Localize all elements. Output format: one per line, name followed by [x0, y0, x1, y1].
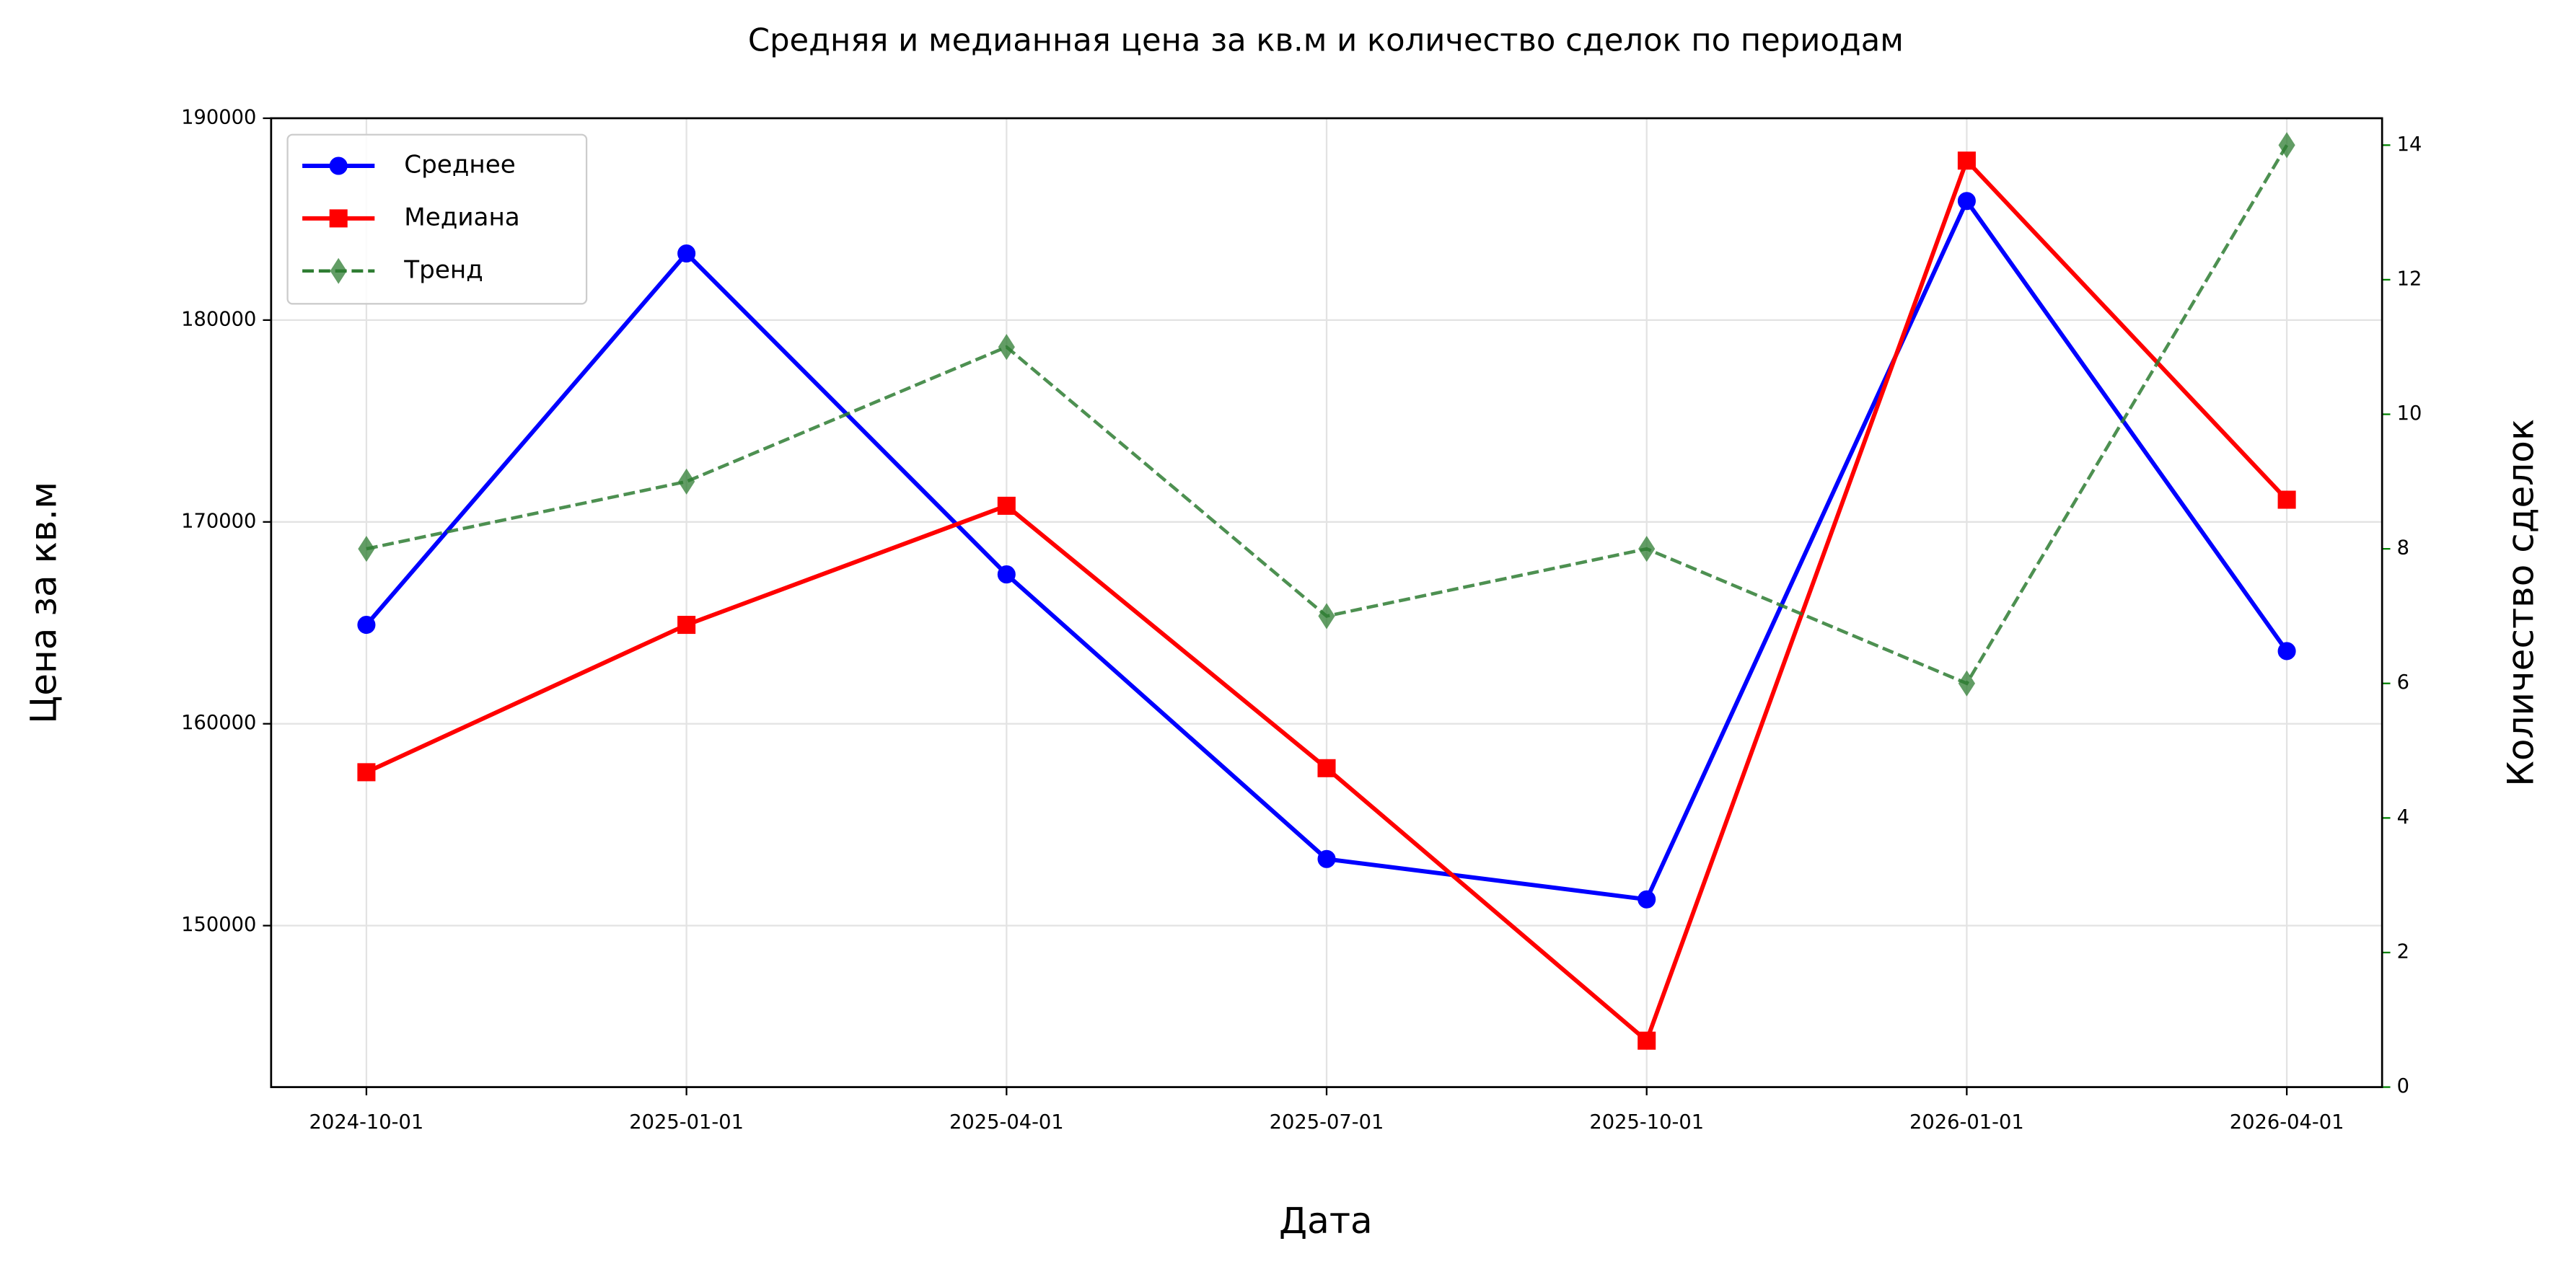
legend-label: Тренд: [403, 255, 483, 284]
x-tick-label: 2025-10-01: [1589, 1111, 1704, 1134]
legend-marker: [330, 257, 347, 284]
y-tick-label: 180000: [181, 308, 256, 330]
y2-tick-label: 12: [2397, 268, 2422, 290]
y2-tick-label: 14: [2397, 133, 2422, 156]
y-tick-label: 190000: [181, 106, 256, 128]
x-tick-label: 2026-01-01: [1909, 1111, 2024, 1134]
y2-tick-label: 6: [2397, 671, 2409, 694]
data-point: [1638, 1031, 1656, 1050]
data-point: [1317, 759, 1336, 777]
x-axis-label: Дата: [1279, 1199, 1373, 1242]
data-point: [357, 616, 376, 635]
y-tick-label: 170000: [181, 510, 256, 532]
data-point: [2278, 132, 2295, 159]
data-point: [1318, 603, 1335, 630]
legend-frame: [286, 133, 588, 305]
data-point: [358, 536, 375, 562]
data-point: [1317, 849, 1336, 868]
data-point: [998, 334, 1015, 361]
y2-tick-label: 0: [2397, 1075, 2409, 1097]
x-tick-label: 2026-04-01: [2230, 1111, 2344, 1134]
data-point: [678, 468, 695, 495]
x-tick-label: 2025-01-01: [629, 1111, 744, 1134]
data-point: [1638, 890, 1656, 909]
legend-marker: [329, 209, 348, 228]
x-tick-label: 2025-04-01: [949, 1111, 1064, 1134]
chart-title: Средняя и медианная цена за кв.м и колич…: [748, 23, 1904, 59]
data-point: [677, 616, 696, 635]
data-point: [2277, 490, 2296, 509]
legend-label: Медиана: [404, 203, 519, 231]
data-point: [1957, 151, 1976, 170]
legend: Среднее Медиана Тренд: [286, 133, 588, 305]
y2-tick-label: 4: [2397, 806, 2409, 829]
y2-tick-label: 2: [2397, 940, 2409, 963]
x-tick-label: 2025-07-01: [1270, 1111, 1384, 1134]
y2-axis-label: Количество сделок: [2500, 419, 2542, 787]
y-tick-label: 160000: [181, 712, 256, 734]
y2-tick-label: 10: [2397, 402, 2422, 425]
x-tick-label: 2024-10-01: [309, 1111, 424, 1134]
y2-tick-label: 8: [2397, 537, 2409, 560]
y-tick-label: 150000: [181, 914, 256, 936]
y-axis-label: Цена за кв.м: [22, 482, 64, 724]
data-point: [357, 763, 376, 782]
data-point: [1958, 670, 1976, 697]
data-point: [677, 244, 696, 263]
data-point: [997, 565, 1016, 584]
data-point: [1638, 536, 1656, 562]
data-point: [1957, 192, 1976, 211]
data-point: [2277, 642, 2296, 661]
legend-marker: [329, 156, 348, 175]
legend-label: Среднее: [404, 151, 515, 180]
plot-frame: [270, 117, 2383, 1088]
data-point: [997, 496, 1016, 515]
